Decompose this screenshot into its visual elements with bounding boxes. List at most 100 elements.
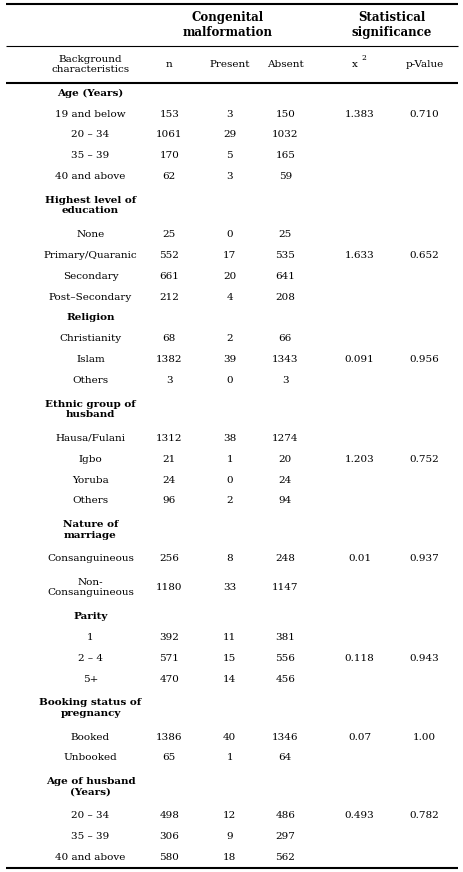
Text: Others: Others: [72, 496, 108, 506]
Text: 456: 456: [275, 675, 294, 684]
Text: Unbooked: Unbooked: [63, 753, 117, 762]
Text: 11: 11: [223, 633, 236, 642]
Text: 35 – 39: 35 – 39: [71, 151, 109, 160]
Text: 24: 24: [278, 475, 291, 485]
Text: 1180: 1180: [156, 583, 182, 592]
Text: Yoruba: Yoruba: [72, 475, 109, 485]
Text: Congenital
malformation: Congenital malformation: [182, 10, 272, 39]
Text: 1343: 1343: [271, 355, 298, 364]
Text: Religion: Religion: [66, 313, 114, 323]
Text: 2: 2: [226, 496, 232, 506]
Text: 1.633: 1.633: [344, 251, 374, 260]
Text: 2: 2: [361, 53, 366, 62]
Text: 392: 392: [159, 633, 179, 642]
Text: 0.091: 0.091: [344, 355, 374, 364]
Text: Parity: Parity: [73, 612, 107, 621]
Text: 5: 5: [226, 151, 232, 160]
Text: 33: 33: [223, 583, 236, 592]
Text: 59: 59: [278, 172, 291, 181]
Text: Age (Years): Age (Years): [57, 89, 123, 98]
Text: 297: 297: [275, 832, 294, 841]
Text: 306: 306: [159, 832, 179, 841]
Text: 20: 20: [223, 272, 236, 281]
Text: p-Value: p-Value: [405, 59, 443, 69]
Text: 0.118: 0.118: [344, 654, 374, 663]
Text: Others: Others: [72, 376, 108, 385]
Text: x: x: [351, 59, 357, 69]
Text: 1032: 1032: [271, 131, 298, 140]
Text: 580: 580: [159, 853, 179, 862]
Text: 9: 9: [226, 832, 232, 841]
Text: 3: 3: [226, 110, 232, 119]
Text: 256: 256: [159, 555, 179, 563]
Text: 5+: 5+: [82, 675, 98, 684]
Text: 3: 3: [226, 172, 232, 181]
Text: Post–Secondary: Post–Secondary: [49, 292, 132, 302]
Text: 4: 4: [226, 292, 232, 302]
Text: 0.652: 0.652: [409, 251, 438, 260]
Text: 0: 0: [226, 376, 232, 385]
Text: 25: 25: [278, 230, 291, 239]
Text: 208: 208: [275, 292, 294, 302]
Text: 641: 641: [275, 272, 294, 281]
Text: 35 – 39: 35 – 39: [71, 832, 109, 841]
Text: Islam: Islam: [76, 355, 105, 364]
Text: 498: 498: [159, 811, 179, 821]
Text: 25: 25: [163, 230, 175, 239]
Text: 486: 486: [275, 811, 294, 821]
Text: 12: 12: [223, 811, 236, 821]
Text: 21: 21: [163, 454, 175, 464]
Text: 3: 3: [282, 376, 288, 385]
Text: 19 and below: 19 and below: [55, 110, 125, 119]
Text: Booked: Booked: [71, 732, 110, 741]
Text: 0: 0: [226, 475, 232, 485]
Text: 535: 535: [275, 251, 294, 260]
Text: Igbo: Igbo: [78, 454, 102, 464]
Text: Present: Present: [209, 59, 250, 69]
Text: Background
characteristics: Background characteristics: [51, 55, 129, 74]
Text: 571: 571: [159, 654, 179, 663]
Text: 38: 38: [223, 433, 236, 443]
Text: 96: 96: [163, 496, 175, 506]
Text: 15: 15: [223, 654, 236, 663]
Text: n: n: [166, 59, 172, 69]
Text: 1382: 1382: [156, 355, 182, 364]
Text: 0.956: 0.956: [409, 355, 438, 364]
Text: 94: 94: [278, 496, 291, 506]
Text: 24: 24: [163, 475, 175, 485]
Text: 1: 1: [226, 454, 232, 464]
Text: None: None: [76, 230, 104, 239]
Text: 18: 18: [223, 853, 236, 862]
Text: 3: 3: [166, 376, 172, 385]
Text: 0.782: 0.782: [409, 811, 438, 821]
Text: Hausa/Fulani: Hausa/Fulani: [56, 433, 125, 443]
Text: 381: 381: [275, 633, 294, 642]
Text: 0.07: 0.07: [347, 732, 370, 741]
Text: 470: 470: [159, 675, 179, 684]
Text: 165: 165: [275, 151, 294, 160]
Text: 153: 153: [159, 110, 179, 119]
Text: 1.203: 1.203: [344, 454, 374, 464]
Text: 8: 8: [226, 555, 232, 563]
Text: Booking status of
pregnancy: Booking status of pregnancy: [39, 698, 141, 718]
Text: 1346: 1346: [271, 732, 298, 741]
Text: 1274: 1274: [271, 433, 298, 443]
Text: 64: 64: [278, 753, 291, 762]
Text: 40 and above: 40 and above: [55, 853, 125, 862]
Text: 0.937: 0.937: [409, 555, 438, 563]
Text: Highest level of
education: Highest level of education: [45, 196, 136, 215]
Text: 20: 20: [278, 454, 291, 464]
Text: 39: 39: [223, 355, 236, 364]
Text: Nature of
marriage: Nature of marriage: [63, 520, 118, 540]
Text: 0.01: 0.01: [347, 555, 370, 563]
Text: 29: 29: [223, 131, 236, 140]
Text: 1312: 1312: [156, 433, 182, 443]
Text: 65: 65: [163, 753, 175, 762]
Text: Secondary: Secondary: [63, 272, 118, 281]
Text: Statistical
significance: Statistical significance: [351, 10, 432, 39]
Text: Ethnic group of
husband: Ethnic group of husband: [45, 399, 136, 419]
Text: 17: 17: [223, 251, 236, 260]
Text: 556: 556: [275, 654, 294, 663]
Text: 40 and above: 40 and above: [55, 172, 125, 181]
Text: 2: 2: [226, 334, 232, 344]
